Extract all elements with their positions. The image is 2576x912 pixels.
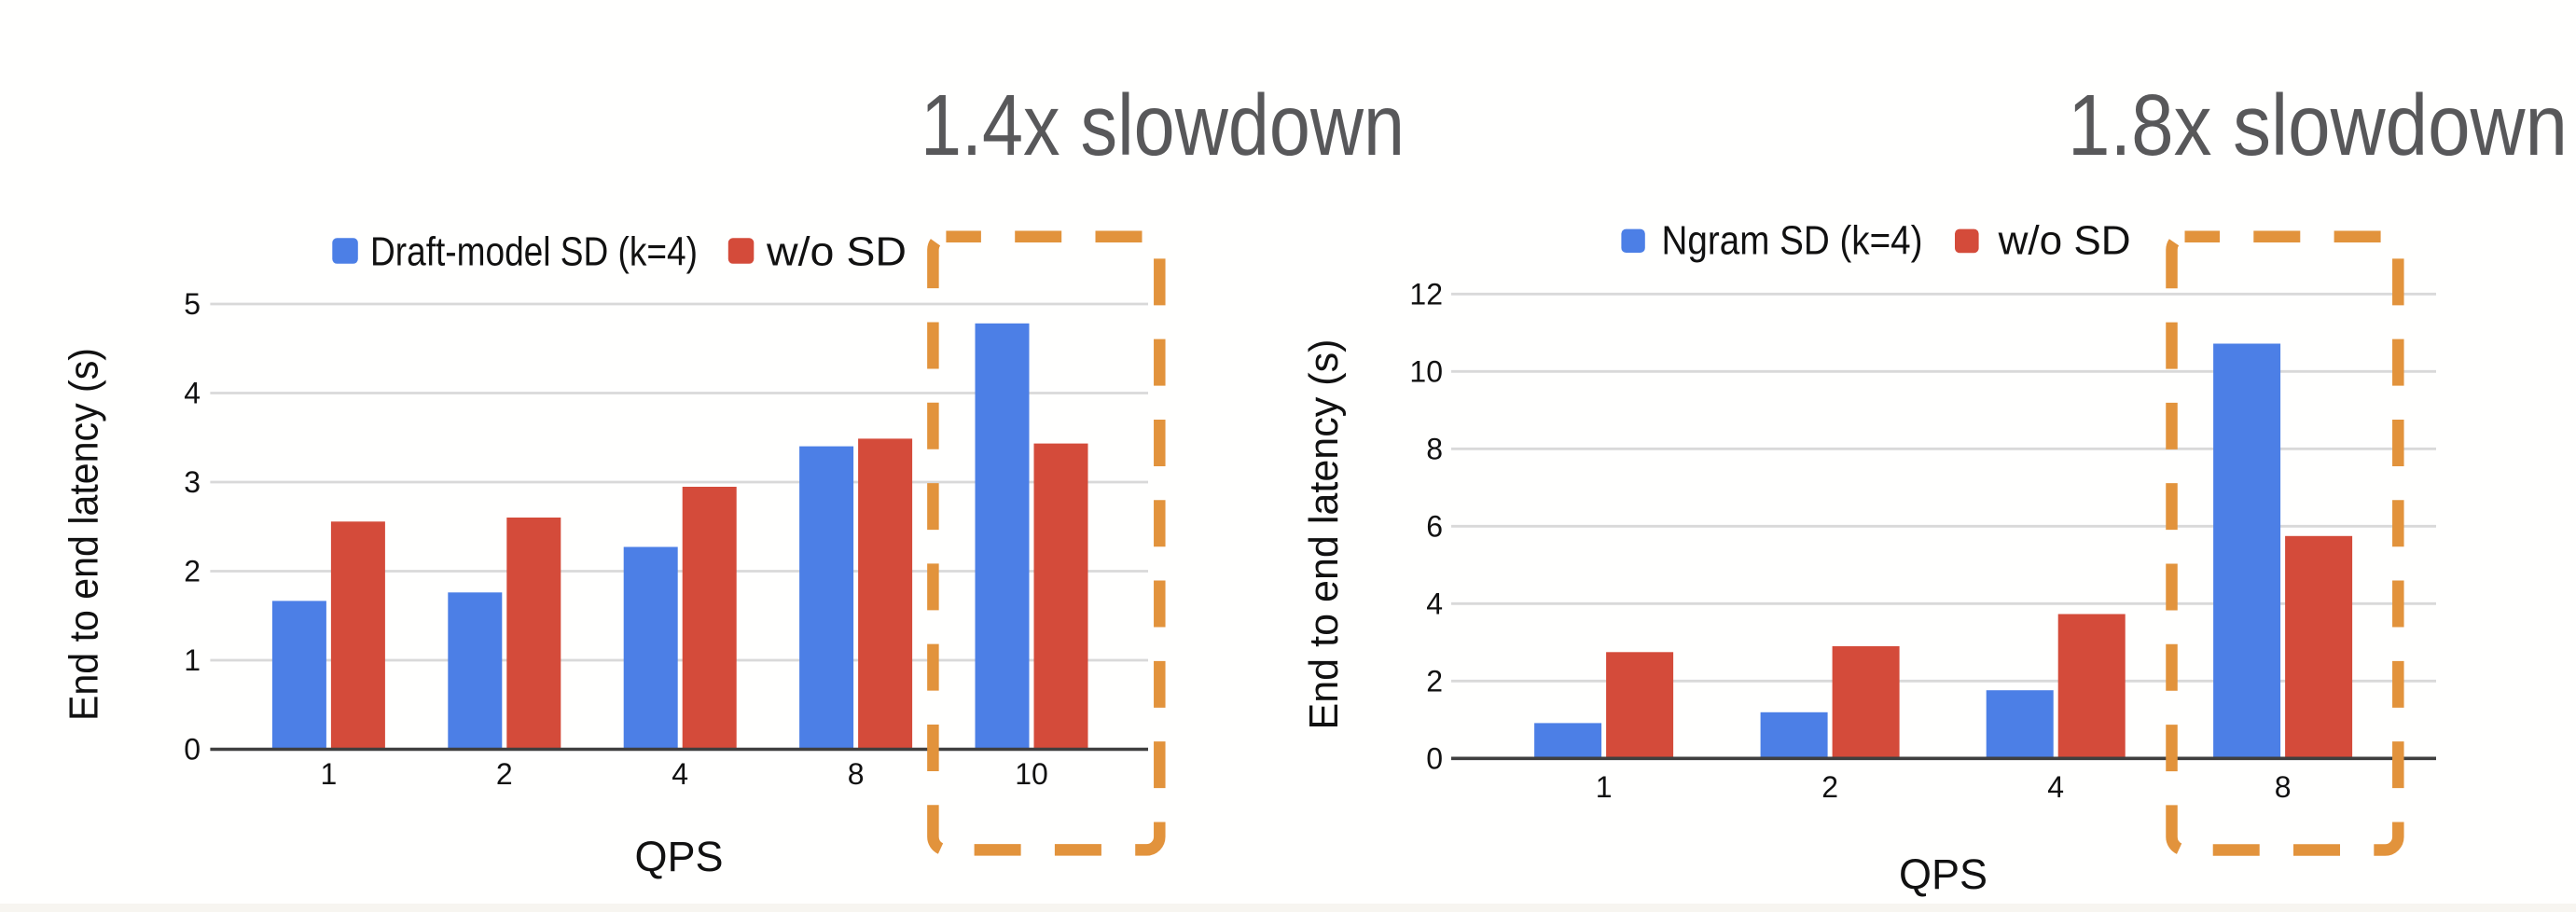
svg-text:0: 0 xyxy=(1426,741,1443,775)
svg-text:w/o SD: w/o SD xyxy=(1998,217,2131,263)
svg-text:12: 12 xyxy=(1409,277,1443,311)
svg-text:4: 4 xyxy=(2047,770,2064,804)
svg-text:2: 2 xyxy=(496,757,513,791)
svg-text:1.4x slowdown: 1.4x slowdown xyxy=(921,76,1405,173)
svg-text:w/o SD: w/o SD xyxy=(766,229,907,275)
svg-text:8: 8 xyxy=(2275,770,2292,804)
svg-text:Draft-model SD (k=4): Draft-model SD (k=4) xyxy=(370,229,698,275)
svg-text:1: 1 xyxy=(1596,770,1613,804)
svg-text:5: 5 xyxy=(184,287,201,321)
svg-text:10: 10 xyxy=(1015,757,1048,791)
svg-text:4: 4 xyxy=(184,377,201,410)
svg-text:QPS: QPS xyxy=(1899,850,1987,898)
svg-text:8: 8 xyxy=(848,757,865,791)
svg-text:8: 8 xyxy=(1426,432,1443,465)
svg-text:0: 0 xyxy=(184,733,201,767)
svg-text:1.8x slowdown: 1.8x slowdown xyxy=(2068,76,2568,173)
svg-text:3: 3 xyxy=(184,465,201,499)
svg-text:6: 6 xyxy=(1426,509,1443,543)
svg-text:4: 4 xyxy=(1426,587,1443,620)
svg-text:End to end latency (s): End to end latency (s) xyxy=(62,348,107,721)
svg-text:2: 2 xyxy=(1426,664,1443,698)
svg-text:10: 10 xyxy=(1409,354,1443,388)
svg-text:1: 1 xyxy=(321,757,338,791)
svg-text:End to end latency (s): End to end latency (s) xyxy=(1301,339,1347,730)
svg-text:2: 2 xyxy=(184,555,201,588)
svg-text:QPS: QPS xyxy=(634,833,723,880)
svg-text:4: 4 xyxy=(672,757,688,791)
svg-text:1: 1 xyxy=(184,643,201,677)
svg-text:Ngram SD (k=4): Ngram SD (k=4) xyxy=(1662,217,1923,263)
svg-text:2: 2 xyxy=(1821,770,1838,804)
